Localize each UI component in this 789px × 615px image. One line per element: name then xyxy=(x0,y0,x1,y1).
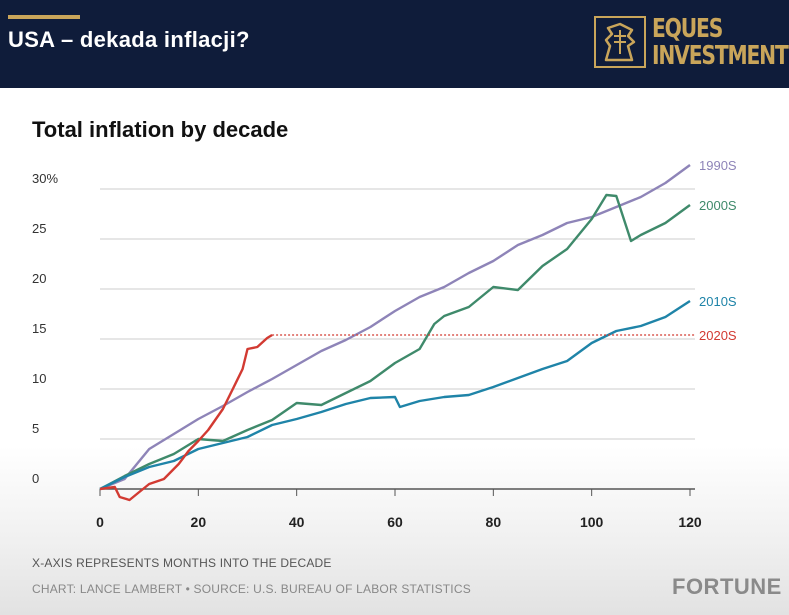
x-tick-label: 0 xyxy=(96,514,104,530)
y-tick-label: 0 xyxy=(32,471,39,486)
x-tick-label: 80 xyxy=(486,514,502,530)
header-banner: USA – dekada inflacji? EQUES INVESTMENT xyxy=(0,0,789,88)
series-label-1990s: 1990S xyxy=(699,158,737,173)
series-label-2000s: 2000S xyxy=(699,198,737,213)
publisher-logo: FORTUNE xyxy=(672,574,782,599)
x-tick-label: 100 xyxy=(580,514,604,530)
source-footnote: CHART: LANCE LAMBERT • SOURCE: U.S. BURE… xyxy=(32,582,471,596)
chart-title: Total inflation by decade xyxy=(32,117,289,142)
y-tick-label: 10 xyxy=(32,371,46,386)
x-tick-label: 40 xyxy=(289,514,305,530)
y-tick-label: 15 xyxy=(32,321,46,336)
knight-logo-icon xyxy=(594,16,646,68)
axis-footnote: X-AXIS REPRESENTS MONTHS INTO THE DECADE xyxy=(32,556,332,570)
brand-line-1: EQUES xyxy=(652,14,723,44)
chart-series: 1990S 2000S 2010S 2020S xyxy=(99,158,737,502)
brand-name: EQUES INVESTMENT xyxy=(652,14,789,71)
series-line-1990s xyxy=(99,164,691,491)
x-tick-label: 20 xyxy=(191,514,207,530)
y-tick-label: 30% xyxy=(32,171,58,186)
series-label-2010s: 2010S xyxy=(699,294,737,309)
series-line-2000s xyxy=(99,193,691,491)
brand-logo: EQUES INVESTMENT xyxy=(594,16,789,72)
x-axis-ticks: 0 20 40 60 80 100 120 xyxy=(96,489,702,530)
series-line-2020s xyxy=(99,333,273,502)
series-line-2010s xyxy=(99,299,691,491)
series-label-2020s: 2020S xyxy=(699,328,737,343)
chart-panel xyxy=(0,88,789,615)
brand-line-2: INVESTMENT xyxy=(652,41,789,71)
y-axis-ticks: 0 5 10 15 20 25 30% xyxy=(32,171,58,486)
y-tick-label: 20 xyxy=(32,271,46,286)
x-tick-label: 120 xyxy=(678,514,702,530)
header-accent-rule xyxy=(8,15,80,19)
page-title: USA – dekada inflacji? xyxy=(8,27,250,52)
y-tick-label: 5 xyxy=(32,421,39,436)
x-tick-label: 60 xyxy=(387,514,403,530)
y-tick-label: 25 xyxy=(32,221,46,236)
